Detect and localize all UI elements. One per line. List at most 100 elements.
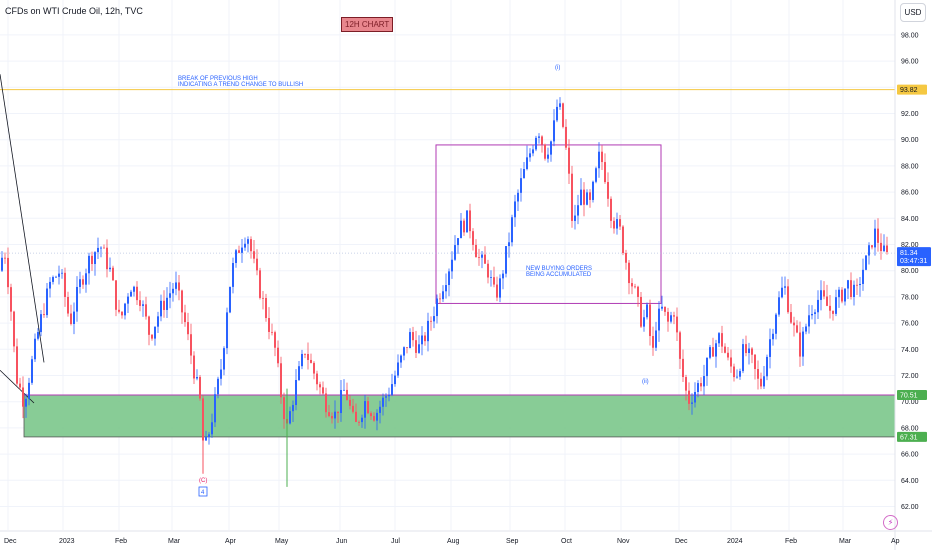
candle-body (265, 298, 267, 319)
candle-body (292, 404, 294, 412)
candle-body (721, 333, 723, 347)
candle-body (430, 320, 432, 322)
candle-body (310, 359, 312, 363)
candle-body (382, 397, 384, 407)
y-tick-label: 72.00 (901, 373, 919, 380)
candle-body (379, 406, 381, 413)
candle-body (544, 144, 546, 159)
candle-body (550, 141, 552, 155)
candle-body (325, 393, 327, 413)
candle-body (751, 348, 753, 355)
candle-body (97, 247, 99, 253)
price-badge-zone-bottom: 67.31 (900, 434, 918, 441)
candle-body (556, 106, 558, 121)
wave-label-ii: (ii) (642, 379, 649, 385)
candle-body (127, 296, 129, 304)
candle-body (154, 326, 156, 339)
candle-body (871, 245, 873, 248)
candle-body (646, 304, 648, 318)
candle-body (736, 376, 738, 378)
candle-body (145, 304, 147, 317)
candle-body (346, 389, 348, 400)
candle-body (196, 376, 198, 379)
price-badge-current: 81.34 (900, 250, 918, 257)
candle-body (199, 376, 201, 399)
candle-body (169, 293, 171, 298)
candle-body (499, 278, 501, 298)
candle-body (175, 282, 177, 289)
candle-body (148, 316, 150, 335)
candle-body (559, 103, 561, 107)
candle-body (70, 313, 72, 324)
candle-body (520, 178, 522, 193)
candle-body (1, 257, 3, 271)
candle-body (313, 362, 315, 374)
candle-body (85, 273, 87, 285)
candle-body (238, 250, 240, 253)
y-tick-label: 92.00 (901, 111, 919, 118)
candle-body (838, 289, 840, 298)
candle-body (340, 389, 342, 414)
x-tick-label: Jun (336, 538, 347, 545)
candle-body (394, 375, 396, 385)
candle-body (577, 205, 579, 216)
candle-body (454, 245, 456, 260)
y-tick-label: 78.00 (901, 294, 919, 301)
candle-body (160, 300, 162, 317)
candle-body (631, 283, 633, 287)
candle-body (385, 396, 387, 398)
x-tick-label: Aug (447, 538, 460, 545)
candle-body (259, 270, 261, 298)
candle-body (4, 257, 6, 259)
candle-body (46, 288, 48, 316)
price-badge-countdown: 03:47:31 (900, 258, 927, 265)
candle-body (667, 311, 669, 322)
chart-title: CFDs on WTI Crude Oil, 12h, TVC (5, 6, 143, 16)
candle-body (130, 291, 132, 297)
candle-body (541, 136, 543, 145)
lightning-icon[interactable]: ⚡ (883, 515, 898, 530)
candle-body (754, 354, 756, 370)
candle-body (475, 244, 477, 258)
candle-body (370, 413, 372, 417)
candle-body (403, 347, 405, 356)
candle-body (622, 226, 624, 254)
candle-body (19, 383, 21, 388)
y-tick-label: 84.00 (901, 216, 919, 223)
wave-label-4: 4 (201, 490, 205, 496)
candle-body (136, 286, 138, 301)
candle-body (415, 340, 417, 353)
candle-body (118, 309, 120, 312)
candle-body (58, 273, 60, 277)
candle-body (229, 286, 231, 313)
candle-body (187, 322, 189, 335)
candle-body (112, 267, 114, 281)
candle-body (682, 358, 684, 378)
candle-body (391, 384, 393, 395)
candle-body (664, 306, 666, 312)
candle-body (352, 405, 354, 412)
candle-body (31, 359, 33, 383)
candle-body (349, 399, 351, 406)
candle-body (364, 401, 366, 418)
candle-body (124, 303, 126, 316)
candle-body (634, 286, 636, 288)
candle-body (208, 434, 210, 437)
candle-body (235, 250, 237, 263)
candle-body (694, 391, 696, 403)
candle-body (355, 411, 357, 422)
candle-body (820, 290, 822, 300)
candle-body (487, 263, 489, 278)
candle-body (691, 402, 693, 404)
currency-button[interactable]: USD (900, 3, 926, 22)
y-tick-label: 68.00 (901, 425, 919, 432)
candle-body (859, 283, 861, 286)
candle-body (625, 253, 627, 263)
x-tick-label: Nov (617, 538, 630, 545)
candle-body (652, 336, 654, 348)
candle-body (466, 210, 468, 233)
candle-body (73, 311, 75, 324)
y-tick-label: 88.00 (901, 163, 919, 170)
